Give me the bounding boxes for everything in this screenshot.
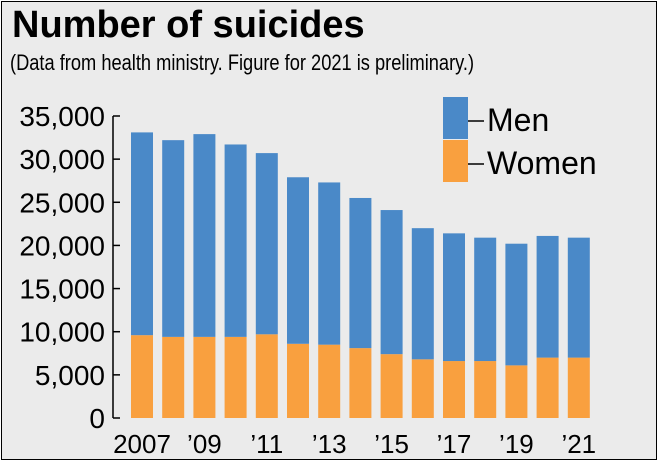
bar-men-2012 <box>287 177 309 344</box>
bar-men-2011 <box>255 153 278 335</box>
y-tick-label: 25,000 <box>19 187 105 218</box>
chart-subtitle: (Data from health ministry. Figure for 2… <box>10 50 475 75</box>
bar-men-2018 <box>474 237 497 362</box>
bar-women-2019 <box>505 365 528 418</box>
bar-men-2020 <box>536 235 559 358</box>
legend-label-men: Men <box>487 102 549 138</box>
bar-women-2008 <box>162 336 185 418</box>
bar-women-2009 <box>193 336 216 418</box>
bar-men-2010 <box>224 144 247 337</box>
bar-women-2018 <box>474 361 497 418</box>
bar-women-2014 <box>349 348 372 418</box>
x-tick-label: ’19 <box>499 429 534 459</box>
chart-title: Number of suicides <box>12 4 365 46</box>
y-tick-label: 35,000 <box>19 101 105 132</box>
bar-men-2015 <box>380 210 403 355</box>
bar-men-2007 <box>131 132 153 336</box>
x-tick-label: ’11 <box>250 429 283 459</box>
x-tick-label: ’09 <box>187 429 222 459</box>
x-tick-label: ’15 <box>374 429 409 459</box>
bar-men-2016 <box>411 228 434 360</box>
legend-label-women: Women <box>487 145 597 181</box>
bar-men-2009 <box>193 134 216 337</box>
y-tick-label: 20,000 <box>19 230 105 261</box>
bar-men-2014 <box>349 197 372 349</box>
legend-swatch-men <box>443 97 468 139</box>
bar-women-2020 <box>536 357 559 418</box>
bar-women-2007 <box>131 335 153 418</box>
bar-men-2017 <box>443 233 465 362</box>
y-tick-label: 10,000 <box>19 317 105 348</box>
x-tick-label: ’21 <box>561 429 596 459</box>
bar-women-2010 <box>224 336 247 418</box>
legend-swatch-women <box>443 140 468 182</box>
y-tick-label: 15,000 <box>19 274 105 305</box>
bar-women-2013 <box>318 344 341 418</box>
bar-women-2012 <box>287 343 309 418</box>
bar-men-2013 <box>318 182 341 345</box>
x-tick-label: ’17 <box>437 429 472 459</box>
bar-men-2019 <box>505 243 528 366</box>
plot-area: 0 5,000 10,000 15,000 20,000 25,000 30,000 35,0… <box>19 97 597 459</box>
bar-women-2016 <box>411 359 434 418</box>
bar-men-2021 <box>567 237 590 358</box>
bar-women-2021 <box>567 357 590 418</box>
bar-women-2015 <box>380 354 403 418</box>
y-tick-label: 30,000 <box>19 144 105 175</box>
bar-men-2008 <box>162 140 185 337</box>
y-tick-label: 0 <box>89 403 105 434</box>
y-tick-label: 5,000 <box>35 360 105 391</box>
x-tick-label: 2007 <box>113 429 171 459</box>
bar-women-2011 <box>255 334 278 418</box>
bar-women-2017 <box>443 361 465 418</box>
x-tick-label: ’13 <box>312 429 347 459</box>
